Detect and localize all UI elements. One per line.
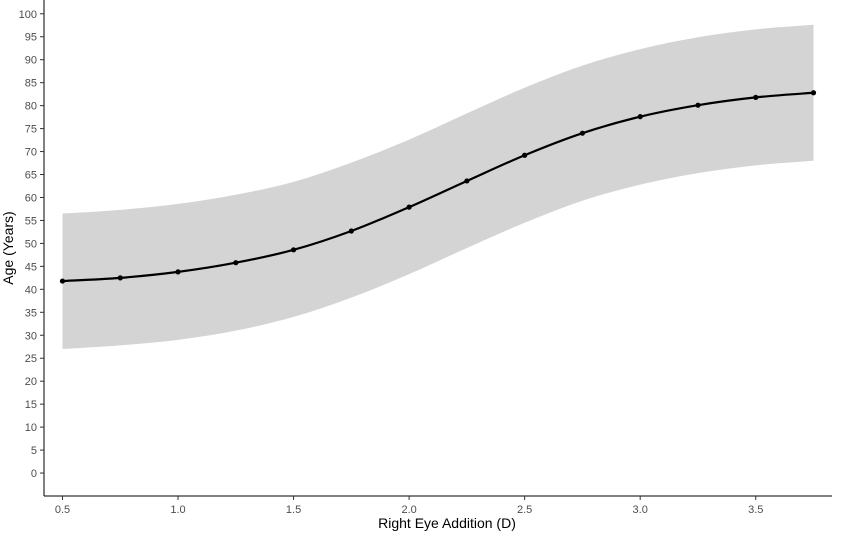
data-point (233, 260, 239, 266)
data-point (59, 278, 66, 284)
y-tick-label: 15 (25, 399, 37, 411)
y-tick-label: 95 (25, 32, 37, 44)
x-tick-label: 1.5 (286, 504, 301, 516)
y-tick-label: 80 (25, 101, 37, 113)
y-tick-label: 65 (25, 170, 37, 182)
y-tick-label: 55 (25, 215, 37, 227)
y-tick-label: 25 (25, 353, 37, 365)
y-tick-label: 90 (25, 55, 37, 67)
x-tick-label: 0.5 (55, 504, 70, 516)
data-point (753, 94, 759, 100)
data-point (406, 204, 412, 210)
data-point (117, 275, 123, 281)
data-point (637, 114, 643, 120)
y-tick-label: 20 (25, 376, 37, 388)
y-tick-label: 40 (25, 284, 37, 296)
y-ticks: 0 5 10 15 20 25 30 35 40 45 50 55 60 65 70 75 80 85 90 95 10… (19, 9, 44, 480)
y-tick-label: 60 (25, 192, 37, 204)
data-points-layer (59, 90, 817, 284)
y-tick-label: 30 (25, 330, 37, 342)
series-line-layer (62, 91, 814, 283)
y-tick-label: 50 (25, 238, 37, 250)
y-tick-label: 10 (25, 422, 37, 434)
data-point (175, 269, 181, 275)
series-line (62, 91, 814, 283)
data-point (348, 228, 354, 234)
x-ticks: 0.5 1.0 1.5 2.0 2.5 3.0 3.5 (55, 496, 763, 516)
y-tick-label: 45 (25, 261, 37, 273)
y-tick-label: 75 (25, 124, 37, 136)
y-tick-label: 100 (19, 9, 37, 21)
x-tick-label: 3.0 (633, 504, 648, 516)
y-tick-label: 85 (25, 78, 37, 90)
data-point (695, 102, 701, 108)
data-point (810, 90, 817, 96)
y-tick-label: 35 (25, 307, 37, 319)
data-point (464, 178, 470, 184)
y-axis-title: Age (Years) (0, 211, 16, 284)
x-tick-label: 2.5 (517, 504, 532, 516)
confidence-band (62, 24, 814, 350)
y-tick-label: 70 (25, 147, 37, 159)
x-axis-title: Right Eye Addition (D) (378, 515, 516, 531)
confidence-band-layer (62, 24, 814, 350)
y-tick-label: 0 (31, 468, 37, 480)
data-point (290, 247, 297, 253)
x-tick-label: 3.5 (748, 504, 763, 516)
y-tick-label: 5 (31, 445, 37, 457)
x-tick-label: 2.0 (401, 504, 416, 516)
data-point (522, 152, 528, 158)
x-tick-label: 1.0 (170, 504, 185, 516)
data-point (579, 130, 586, 136)
